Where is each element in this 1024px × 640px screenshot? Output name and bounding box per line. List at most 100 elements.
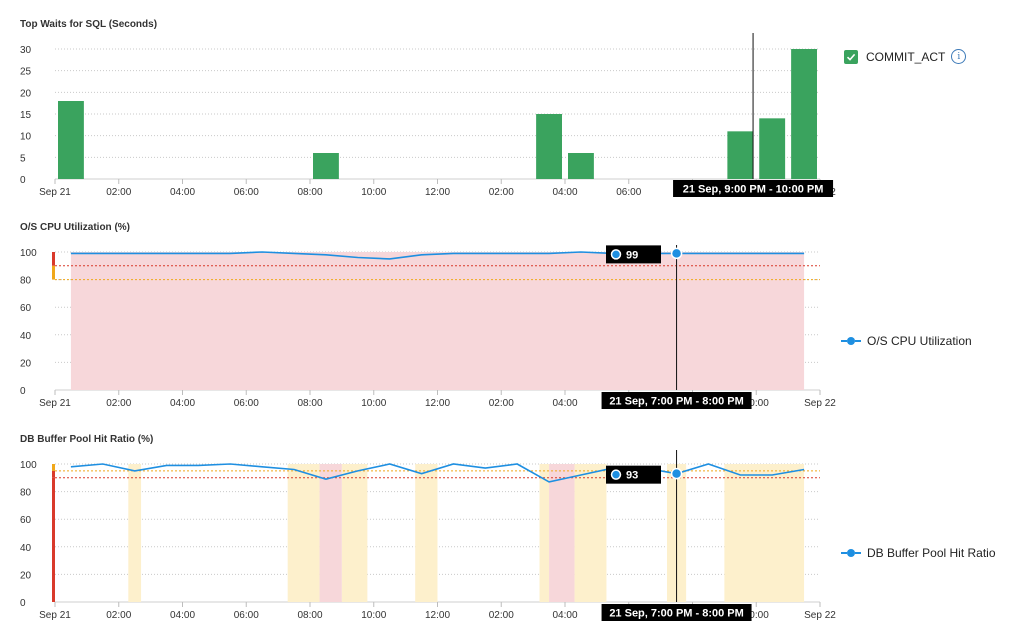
x-tick-label: 04:00 — [170, 398, 195, 409]
threshold-region-warning — [287, 464, 320, 602]
y-tick-label: 100 — [20, 248, 37, 259]
x-tick-label: Sep 22 — [804, 610, 836, 621]
series-dot-icon — [610, 249, 622, 260]
x-tick-label: 06:00 — [234, 610, 259, 621]
x-tick-label: 06:00 — [616, 187, 641, 198]
threshold-region-warning — [724, 464, 805, 602]
legend-cpu-utilization[interactable]: O/S CPU Utilization — [841, 334, 972, 348]
buffer-pool-chart[interactable]: DB Buffer Pool Hit Ratio (%) 0 20 40 60 80 100… — [20, 434, 836, 621]
threshold-region-critical — [70, 252, 805, 390]
y-tick-label: 5 — [20, 153, 26, 164]
threshold-region-warning — [128, 464, 142, 602]
cpu-utilization-chart[interactable]: O/S CPU Utilization (%) 0 20 40 60 80 100 Sep 2… — [20, 222, 836, 409]
severity-bar-top — [52, 464, 55, 471]
tooltip-box — [601, 604, 752, 621]
x-tick-label: 08:00 — [297, 187, 322, 198]
cursor-time-tooltip: 21 Sep, 7:00 PM - 8:00 PM — [601, 392, 752, 409]
tooltip-box — [606, 245, 661, 264]
x-tick-label: Sep 21 — [39, 398, 71, 409]
x-tick-label: 10:00 — [361, 398, 386, 409]
legend-label: O/S CPU Utilization — [867, 334, 972, 348]
bar — [568, 153, 594, 179]
x-tick-label: 02:00 — [489, 610, 514, 621]
bar — [791, 49, 817, 179]
threshold-region-warning — [539, 464, 550, 602]
cursor-time-tooltip: 21 Sep, 9:00 PM - 10:00 PM — [673, 180, 834, 197]
y-tick-label: 60 — [20, 515, 32, 526]
tooltip-box — [606, 465, 661, 484]
x-tick-label: 10:00 — [361, 187, 386, 198]
y-tick-label: 0 — [20, 598, 26, 609]
x-tick-label: 04:00 — [552, 398, 577, 409]
y-tick-label: 20 — [20, 88, 32, 99]
y-tick-label: 0 — [20, 386, 26, 397]
severity-bar-low — [52, 477, 55, 602]
tooltip-box — [673, 180, 834, 197]
y-tick-label: 100 — [20, 460, 37, 471]
x-tick-label: 12:00 — [425, 610, 450, 621]
tooltip-text: 21 Sep, 7:00 PM - 8:00 PM — [609, 396, 744, 408]
legend-buffer-pool[interactable]: DB Buffer Pool Hit Ratio — [841, 546, 996, 560]
x-tick-label: 04:00 — [170, 610, 195, 621]
threshold-region-warning — [341, 464, 368, 602]
x-tick-label: 02:00 — [489, 187, 514, 198]
severity-bar-mid — [52, 265, 55, 280]
value-tooltip: 99 — [606, 245, 661, 264]
bar — [536, 114, 562, 179]
x-tick-label: 02:00 — [106, 398, 131, 409]
y-tick-label: 25 — [20, 67, 32, 78]
info-icon[interactable]: i — [951, 49, 967, 64]
y-tick-label: 20 — [20, 570, 32, 581]
x-tick-label: Sep 22 — [804, 398, 836, 409]
threshold-region-warning — [574, 464, 607, 602]
bar — [727, 131, 754, 179]
threshold-region-warning — [415, 464, 438, 602]
threshold-region-critical — [319, 464, 342, 602]
legend-commit-act[interactable]: COMMIT_ACT i — [844, 49, 967, 64]
tooltip-text: 21 Sep, 9:00 PM - 10:00 PM — [683, 184, 824, 196]
checkbox-icon[interactable] — [844, 49, 858, 64]
x-tick-label: 10:00 — [744, 398, 769, 409]
x-tick-label: Sep 21 — [39, 187, 71, 198]
y-tick-label: 40 — [20, 543, 32, 554]
severity-bar-top — [52, 252, 55, 266]
tooltip-value: 99 — [626, 249, 638, 261]
line-marker-icon — [841, 548, 861, 558]
chart-title: Top Waits for SQL (Seconds) — [20, 19, 157, 30]
y-tick-label: 40 — [20, 331, 32, 342]
x-tick-label: 04:00 — [552, 187, 577, 198]
value-tooltip: 93 — [606, 465, 661, 484]
x-tick-label: Sep 21 — [39, 610, 71, 621]
chart-title: DB Buffer Pool Hit Ratio (%) — [20, 434, 153, 445]
severity-bar-mid — [52, 470, 55, 478]
x-tick-label: 10:00 — [744, 610, 769, 621]
cursor-time-tooltip: 21 Sep, 7:00 PM - 8:00 PM — [601, 604, 752, 621]
x-tick-label: 04:00 — [170, 187, 195, 198]
y-tick-label: 0 — [20, 175, 26, 186]
threshold-region-critical — [549, 464, 575, 602]
y-tick-label: 80 — [20, 276, 32, 287]
legend-label: DB Buffer Pool Hit Ratio — [867, 546, 996, 560]
x-tick-label: 08:00 — [297, 610, 322, 621]
x-tick-label: 02:00 — [489, 398, 514, 409]
y-tick-label: 10 — [20, 132, 32, 143]
x-tick-label: 10:00 — [361, 610, 386, 621]
series-dot-icon — [610, 469, 622, 480]
y-tick-label: 30 — [20, 45, 32, 56]
cursor-point — [670, 247, 683, 260]
x-tick-label: 12:00 — [425, 187, 450, 198]
cursor-point — [670, 467, 683, 480]
y-tick-label: 15 — [20, 110, 32, 121]
top-waits-chart[interactable]: Top Waits for SQL (Seconds) 0 5 10 15 20 25 30 S… — [20, 19, 836, 198]
tooltip-box — [601, 392, 752, 409]
x-tick-label: 12:00 — [425, 398, 450, 409]
tooltip-text: 21 Sep, 7:00 PM - 8:00 PM — [609, 608, 744, 620]
tooltip-value: 93 — [626, 470, 638, 482]
x-tick-label: 08:00 — [297, 398, 322, 409]
bar — [58, 101, 84, 179]
x-tick-label: 02:00 — [106, 610, 131, 621]
x-tick-label: 06:00 — [234, 398, 259, 409]
line-marker-icon — [841, 336, 861, 346]
bar — [759, 118, 786, 179]
